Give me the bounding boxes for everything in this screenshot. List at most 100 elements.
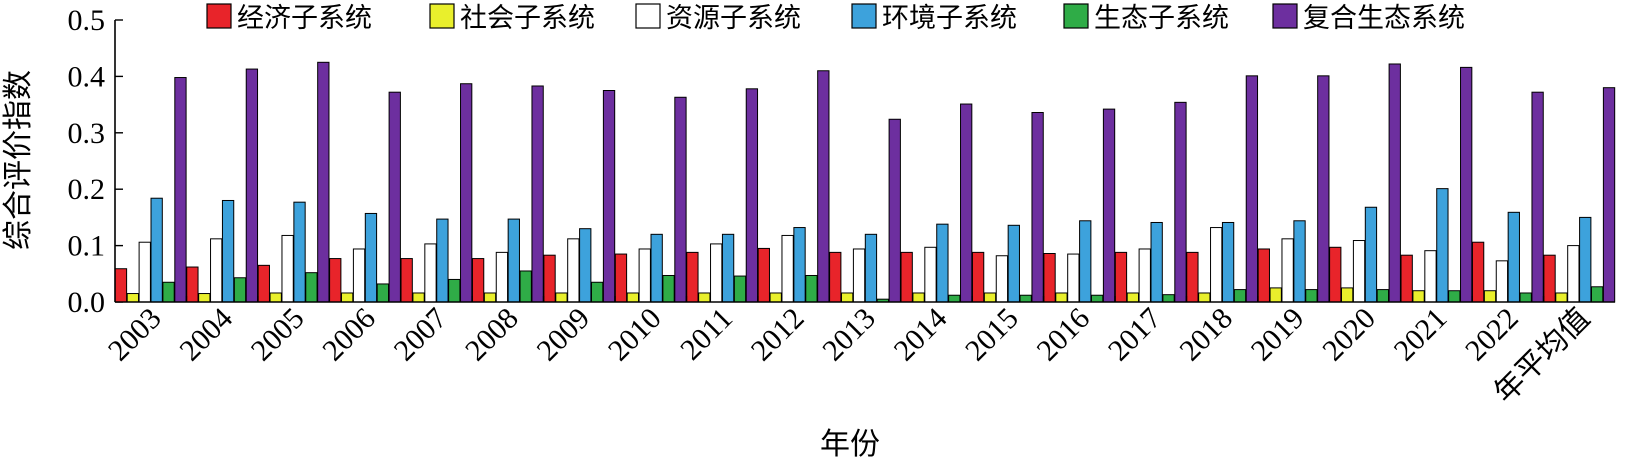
bar — [1210, 227, 1223, 303]
x-tick-label: 2020 — [1316, 302, 1382, 368]
bar — [281, 234, 294, 303]
bar — [1067, 253, 1080, 303]
x-axis-title: 年份 — [820, 427, 880, 462]
bar — [1400, 254, 1413, 303]
bar — [1448, 290, 1461, 303]
bar — [686, 251, 699, 303]
bar — [1555, 292, 1568, 303]
x-tick-label: 2004 — [173, 302, 239, 368]
bar — [1114, 251, 1128, 303]
bar — [483, 292, 497, 303]
bar — [1471, 241, 1485, 303]
legend-label: 社会子系统 — [460, 3, 595, 34]
bar — [698, 292, 711, 303]
bar — [531, 85, 544, 303]
bar — [210, 238, 223, 303]
bar — [817, 70, 830, 303]
bar — [1317, 75, 1330, 303]
bar — [1388, 63, 1401, 303]
bar — [1090, 294, 1104, 303]
x-tick-label: 2016 — [1030, 302, 1096, 368]
bar — [1079, 220, 1092, 303]
bar — [745, 88, 759, 303]
bar — [471, 258, 485, 303]
bar — [1055, 292, 1068, 303]
bar — [400, 258, 413, 303]
bar — [1174, 101, 1187, 303]
bar — [936, 223, 949, 303]
bar — [1424, 250, 1437, 303]
bar — [1436, 188, 1449, 303]
bar — [198, 293, 211, 303]
bar — [186, 266, 199, 303]
bar — [1579, 216, 1592, 303]
bar — [614, 253, 628, 303]
bar — [924, 246, 937, 303]
x-tick-label: 2008 — [459, 302, 525, 368]
bar — [864, 233, 878, 303]
bar — [138, 241, 151, 303]
x-tick-label: 2014 — [888, 302, 954, 368]
bar — [507, 218, 520, 303]
bar — [1245, 75, 1259, 303]
bar — [1495, 260, 1509, 303]
bar — [960, 103, 973, 303]
legend-label: 复合生态系统 — [1303, 3, 1465, 34]
bar — [376, 283, 390, 303]
bar — [1007, 224, 1020, 303]
bar — [1602, 87, 1616, 303]
bar — [650, 233, 663, 303]
x-tick-label: 2018 — [1173, 302, 1239, 368]
bar — [1138, 248, 1151, 303]
bar — [1590, 286, 1604, 303]
bar — [710, 243, 723, 303]
bar — [1019, 294, 1032, 303]
legend-swatch — [1272, 3, 1298, 29]
bar — [352, 248, 366, 303]
bar — [590, 281, 604, 303]
bar — [519, 270, 532, 303]
x-tick-label: 2019 — [1245, 302, 1311, 368]
bar — [126, 293, 140, 303]
bar — [221, 199, 235, 303]
bar — [1531, 91, 1544, 303]
legend-label: 生态子系统 — [1094, 3, 1229, 34]
bar — [721, 233, 735, 303]
bar — [1519, 292, 1532, 303]
bar — [436, 218, 449, 303]
bar — [995, 255, 1009, 303]
y-tick-label: 0.5 — [68, 4, 106, 37]
bar — [1186, 251, 1199, 303]
bar — [448, 278, 461, 303]
bar — [162, 281, 175, 303]
bar — [1281, 238, 1294, 303]
legend-swatch — [851, 3, 877, 29]
bar — [1305, 289, 1318, 303]
legend-swatch — [206, 3, 232, 29]
bar — [174, 77, 187, 303]
y-tick-label: 0.4 — [68, 60, 106, 93]
bar — [805, 274, 818, 303]
bar — [757, 247, 770, 303]
y-tick-label: 0.3 — [68, 117, 106, 150]
legend-swatch — [1063, 3, 1089, 29]
bar — [674, 96, 687, 303]
bar — [1376, 289, 1389, 303]
legend: 经济子系统 社会子系统 资源子系统 环境子系统 生态子系统 复合生态系统 — [206, 3, 1465, 34]
bar — [424, 243, 437, 303]
y-tick-label: 0.0 — [68, 286, 106, 319]
bar — [1329, 246, 1342, 303]
bar — [912, 292, 925, 303]
legend-label: 资源子系统 — [666, 3, 801, 34]
bar — [579, 228, 592, 303]
bar — [1483, 290, 1497, 303]
bar — [852, 248, 866, 303]
bar — [1269, 287, 1282, 303]
x-tick-label: 2013 — [816, 302, 882, 368]
bar — [293, 201, 306, 303]
x-tick-label: 2003 — [102, 302, 168, 368]
y-tick-label: 0.2 — [68, 173, 106, 206]
bar — [1567, 245, 1580, 303]
bar — [412, 292, 425, 303]
bar — [829, 251, 842, 303]
